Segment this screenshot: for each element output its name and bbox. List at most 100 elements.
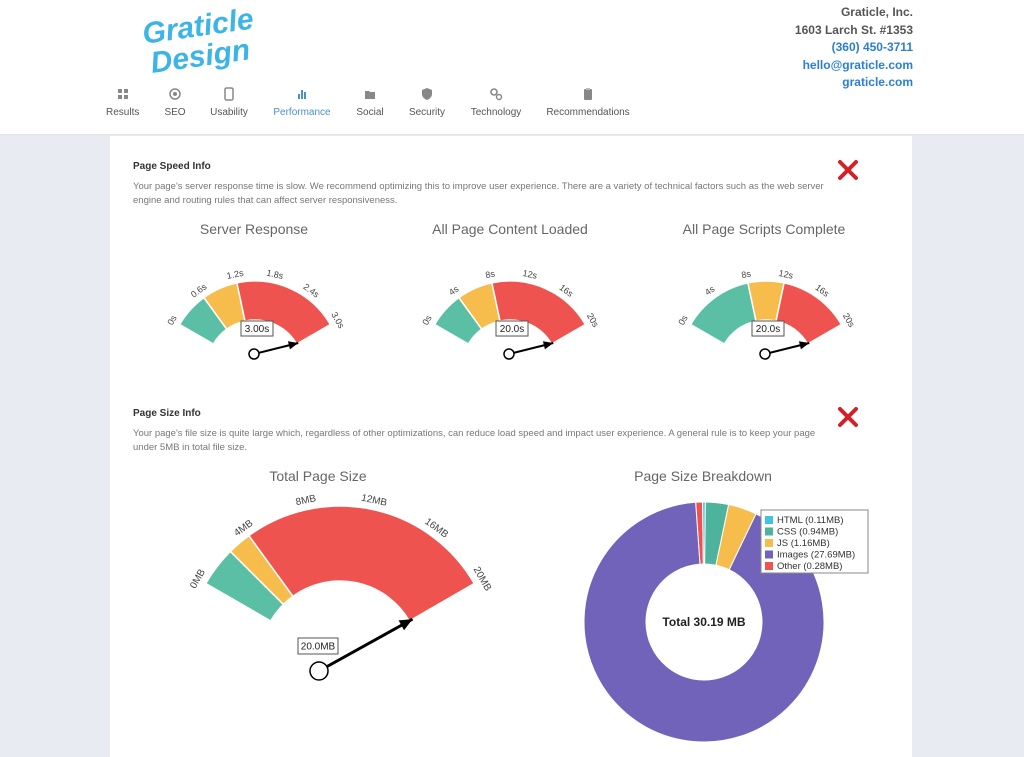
gauge-tick-label: 16MB	[423, 516, 451, 540]
donut-legend-swatch	[765, 527, 773, 536]
page-size-description: Your page's file size is quite large whi…	[133, 428, 816, 453]
nav-social-label: Social	[356, 107, 384, 118]
nav-results-label: Results	[106, 107, 140, 118]
donut-slice	[583, 501, 825, 743]
gauge-needle	[764, 342, 810, 355]
gauge-readout-box	[297, 637, 339, 655]
gauge-title-content-loaded: All Page Content Loaded	[432, 221, 588, 237]
gauge-band	[178, 296, 228, 346]
performance-card: Page Speed Info Your page's server respo…	[110, 136, 912, 757]
gauge-tick-label: 8s	[484, 268, 496, 280]
donut-slice	[695, 501, 704, 565]
target-icon	[169, 88, 181, 100]
page-speed-description: Your page's server response time is slow…	[133, 181, 824, 206]
nav-results[interactable]: Results	[106, 86, 139, 126]
nav-security-label: Security	[408, 107, 446, 118]
gauge-needle-head	[398, 619, 413, 631]
nav-seo-label: SEO	[164, 107, 186, 118]
donut-legend-entry: CSS (0.94MB)	[777, 527, 838, 538]
gauge-readout-box	[495, 320, 529, 337]
gauge-tick-label: 0s	[676, 313, 690, 327]
gears-icon	[490, 88, 503, 101]
company-email-link[interactable]: hello@graticle.com	[802, 57, 913, 72]
bar-chart-icon	[298, 90, 306, 99]
gauge-readout-box	[751, 320, 785, 337]
gauge-readout: 3.00s	[245, 324, 269, 335]
gauge-tick-label: 0s	[165, 313, 179, 327]
nav-security[interactable]: Security	[408, 86, 446, 126]
donut-legend-box	[760, 509, 869, 574]
gauge-needle	[253, 342, 299, 355]
gauge-band	[775, 282, 843, 346]
donut-legend-swatch	[765, 550, 773, 559]
donut-slice	[715, 503, 757, 571]
gauge-tick-label: 1.2s	[226, 268, 245, 281]
shield-icon	[422, 88, 432, 100]
gauge-band	[236, 280, 332, 346]
donut-legend-swatch	[765, 516, 773, 524]
nav-usability[interactable]: Usability	[208, 86, 250, 126]
gauge-band	[689, 282, 757, 346]
donut-legend-entry: Other (0.28MB)	[777, 561, 842, 572]
donut-slice	[702, 501, 706, 565]
clipboard-icon	[584, 88, 592, 100]
gauge-1: 0s 4s 8s 12s 16s 20s 20.0s	[420, 268, 601, 360]
site-header: Graticle Design Graticle, Inc. 1603 Larc…	[0, 0, 1024, 135]
graticle-design-logo[interactable]: Graticle Design	[140, 0, 260, 80]
gauge-tick-label: 4s	[447, 283, 461, 297]
gauge-tick-label: 4s	[703, 283, 717, 297]
gauge-tick-label: 2.4s	[301, 282, 321, 300]
gauge-2: 0s 4s 8s 12s 16s 20s 20.0s	[676, 268, 857, 360]
gauge-readout: 20.0MB	[301, 642, 336, 653]
gauge-tick-label: 0.6s	[189, 281, 209, 299]
gauge-tick-label: 0MB	[188, 567, 208, 591]
gauge-band	[457, 282, 501, 331]
folder-icon	[365, 91, 375, 99]
gauge-pivot	[503, 348, 515, 360]
nav-recommendations[interactable]: Recommendations	[546, 86, 630, 126]
gauge-title-server-response: Server Response	[199, 221, 309, 237]
size-fail-x-icon	[838, 407, 858, 427]
gauge-tick-label: 8s	[740, 268, 752, 280]
gauge-tick-label: 1.8s	[266, 268, 285, 281]
nav-recommendations-label: Recommendations	[546, 107, 630, 118]
gauge-tick-label: 12s	[778, 268, 795, 281]
donut-center-label: Total 30.19 MB	[662, 615, 745, 629]
speed-fail-x-icon	[838, 160, 858, 180]
gauge-tick-label: 0s	[420, 313, 434, 327]
gauge-readout: 20.0s	[500, 324, 524, 335]
gauge-pivot	[759, 348, 771, 360]
gauge-needle	[318, 617, 414, 673]
pie-title-page-size-breakdown: Page Size Breakdown	[634, 468, 772, 484]
gauge-band	[202, 282, 246, 331]
gauge-readout-box	[240, 320, 274, 337]
donut-legend-entry: Images (27.69MB)	[777, 550, 855, 561]
company-website-link[interactable]: graticle.com	[842, 75, 913, 89]
gauge-pivot	[248, 348, 260, 360]
nav-technology-label: Technology	[470, 107, 522, 118]
company-address: 1603 Larch St. #1353	[794, 22, 913, 37]
gauge-tick-label: 12MB	[360, 493, 388, 509]
page-speed-title: Page Speed Info	[133, 161, 211, 172]
gauge-tick-label: 8MB	[295, 493, 318, 508]
company-name: Graticle, Inc.	[840, 5, 913, 19]
nav-seo[interactable]: SEO	[164, 86, 186, 126]
donut-legend-entry: JS (1.16MB)	[777, 538, 830, 549]
company-phone-link[interactable]: (360) 450-3711	[831, 40, 913, 54]
nav-social[interactable]: Social	[356, 86, 384, 126]
gauge-band	[229, 534, 295, 606]
nav-performance[interactable]: Performance	[272, 86, 332, 126]
gauge-tick-label: 16s	[813, 282, 831, 299]
gauge-needle-head	[798, 341, 810, 350]
donut-slice	[704, 501, 730, 566]
gauge-needle-head	[542, 341, 554, 350]
gauge-tick-label: 20MB	[471, 565, 494, 593]
nav-technology[interactable]: Technology	[470, 86, 522, 126]
gauge-pivot	[309, 661, 329, 681]
gauge-3: 0MB 4MB 8MB 12MB 16MB 20MB 20.0MB	[188, 493, 494, 681]
gauge-tick-label: 20s	[585, 311, 601, 329]
gauge-tick-label: 20s	[841, 311, 857, 329]
grid-icon	[117, 89, 128, 99]
company-info: Graticle, Inc. 1603 Larch St. #1353 (360…	[795, 4, 913, 92]
donut-legend: HTML (0.11MB)CSS (0.94MB)JS (1.16MB)Imag…	[760, 509, 869, 574]
